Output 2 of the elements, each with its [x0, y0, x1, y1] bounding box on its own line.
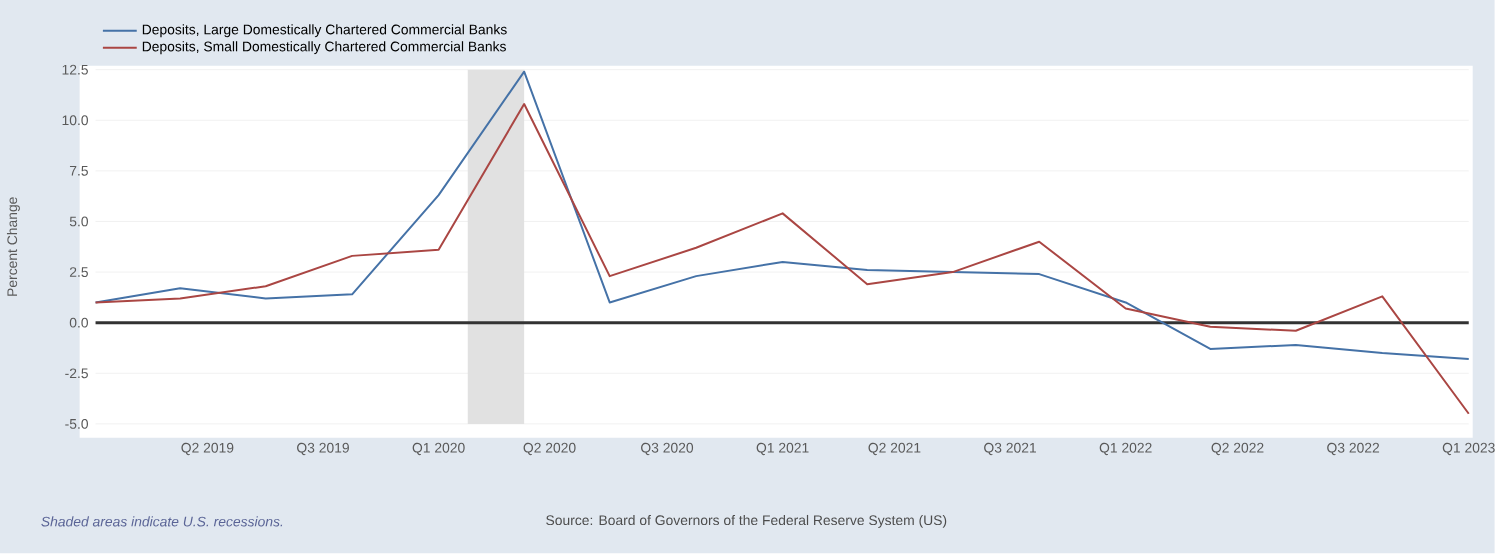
line-series [94, 103, 1470, 416]
line-series [94, 71, 1470, 361]
